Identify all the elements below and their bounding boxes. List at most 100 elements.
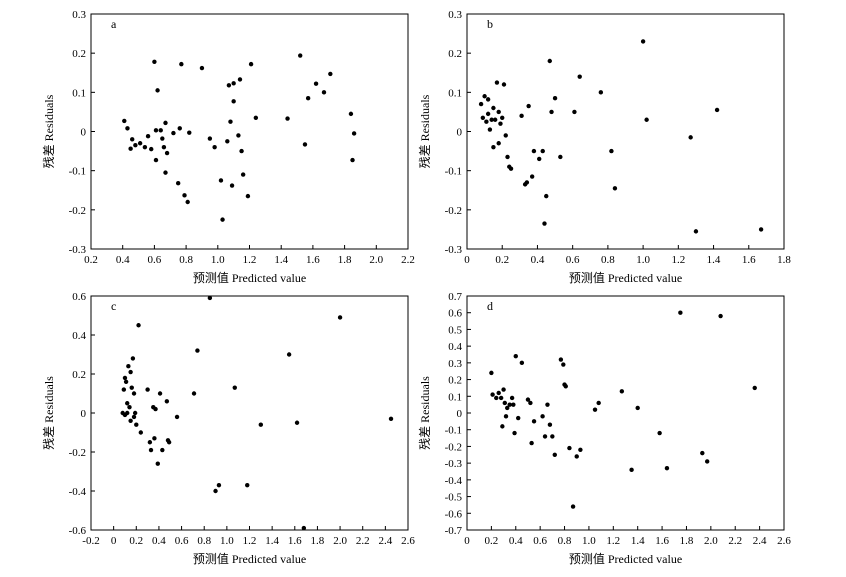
data-point (130, 137, 135, 142)
data-point (137, 141, 143, 146)
data-point (122, 118, 127, 124)
x-axis-title: 预测值 Predicted value (193, 270, 306, 285)
data-point (187, 130, 192, 135)
data-point (153, 406, 158, 412)
x-tick-label: 1.0 (220, 535, 234, 547)
data-point (298, 53, 303, 58)
y-tick-label: 0.3 (448, 358, 462, 370)
y-tick-label: 0.2 (72, 48, 86, 60)
data-point (253, 115, 259, 120)
data-point (212, 144, 217, 150)
data-point (496, 141, 501, 146)
data-point (503, 414, 509, 419)
y-tick-label: 0 (457, 408, 463, 420)
data-point (542, 221, 547, 226)
x-tick-label: 1.0 (582, 535, 596, 547)
y-tick-label: -0.1 (445, 425, 462, 437)
data-point (131, 391, 137, 396)
data-point (142, 144, 148, 150)
data-point (302, 142, 308, 147)
data-point (494, 80, 500, 85)
data-point (121, 387, 127, 392)
data-point (313, 81, 319, 86)
data-point (550, 434, 555, 439)
y-tick-label: -0.3 (445, 458, 463, 470)
data-point (350, 157, 355, 163)
data-point (501, 387, 506, 392)
data-point (657, 430, 662, 436)
data-point (572, 109, 577, 115)
data-point (388, 416, 394, 422)
x-axis-title: 预测值 Predicted value (569, 270, 682, 285)
data-point (337, 315, 343, 320)
data-point (519, 360, 525, 366)
data-point (130, 356, 136, 361)
data-point (305, 96, 311, 101)
x-tick-label: 2.0 (704, 535, 718, 547)
data-point (537, 156, 542, 162)
y-tick-label: -0.2 (445, 205, 462, 217)
data-point (577, 74, 582, 79)
data-point (635, 405, 640, 411)
y-tick-label: 0.4 (72, 330, 86, 342)
data-point (700, 450, 705, 456)
data-point (547, 422, 553, 427)
x-tick-label: 2.6 (401, 535, 415, 547)
data-point (236, 133, 241, 138)
y-tick-label: -0.5 (445, 492, 463, 504)
data-point (225, 139, 230, 144)
data-point (132, 410, 138, 416)
y-tick-label: 0.1 (72, 87, 86, 99)
data-point (128, 369, 133, 375)
data-point (145, 134, 151, 139)
data-point (126, 364, 131, 369)
data-point (239, 148, 244, 154)
y-tick-label: 0 (81, 127, 87, 139)
data-point (482, 94, 487, 99)
data-point (163, 170, 168, 175)
data-point (245, 482, 250, 488)
data-point (164, 150, 170, 156)
data-point (123, 379, 129, 384)
data-point (524, 180, 530, 185)
x-tick-label: 1.8 (777, 254, 791, 266)
data-point (529, 174, 535, 179)
data-point (136, 323, 141, 328)
x-tick-label: 1.6 (306, 254, 320, 266)
x-tick-label: 1.6 (655, 535, 669, 547)
x-tick-label: 2.6 (777, 535, 791, 547)
x-tick-label: 1.4 (631, 535, 645, 547)
data-point (542, 434, 548, 439)
data-point (195, 348, 200, 353)
data-point (237, 77, 243, 82)
data-point (592, 407, 598, 412)
y-tick-label: 0.1 (448, 87, 462, 99)
plot-frame (90, 13, 409, 250)
data-point (240, 172, 246, 177)
data-point (351, 131, 357, 136)
x-axis-title: 预测值 Predicted value (569, 551, 682, 566)
x-tick-label: 2.0 (333, 535, 347, 547)
x-tick-label: 0 (111, 535, 117, 547)
y-tick-label: 0.1 (448, 391, 462, 403)
data-point (552, 96, 558, 101)
x-tick-label: 0.2 (129, 535, 143, 547)
panel-label: b (487, 17, 493, 31)
x-tick-label: 0.4 (509, 535, 523, 547)
data-point (563, 384, 568, 389)
data-point (125, 401, 130, 406)
x-tick-label: 1.8 (311, 535, 325, 547)
x-tick-label: 2.0 (369, 254, 383, 266)
x-tick-label: 0.4 (152, 535, 166, 547)
x-tick-label: 1.4 (265, 535, 279, 547)
x-tick-label: 2.2 (401, 254, 415, 266)
x-tick-label: 0.6 (566, 254, 580, 266)
x-tick-label: 2.2 (356, 535, 370, 547)
y-tick-label: 0.6 (72, 291, 86, 303)
x-tick-label: 1.8 (680, 535, 694, 547)
data-point (478, 101, 484, 107)
data-point (505, 405, 510, 411)
data-point (127, 404, 132, 410)
data-point (512, 430, 517, 436)
data-point (558, 357, 564, 362)
